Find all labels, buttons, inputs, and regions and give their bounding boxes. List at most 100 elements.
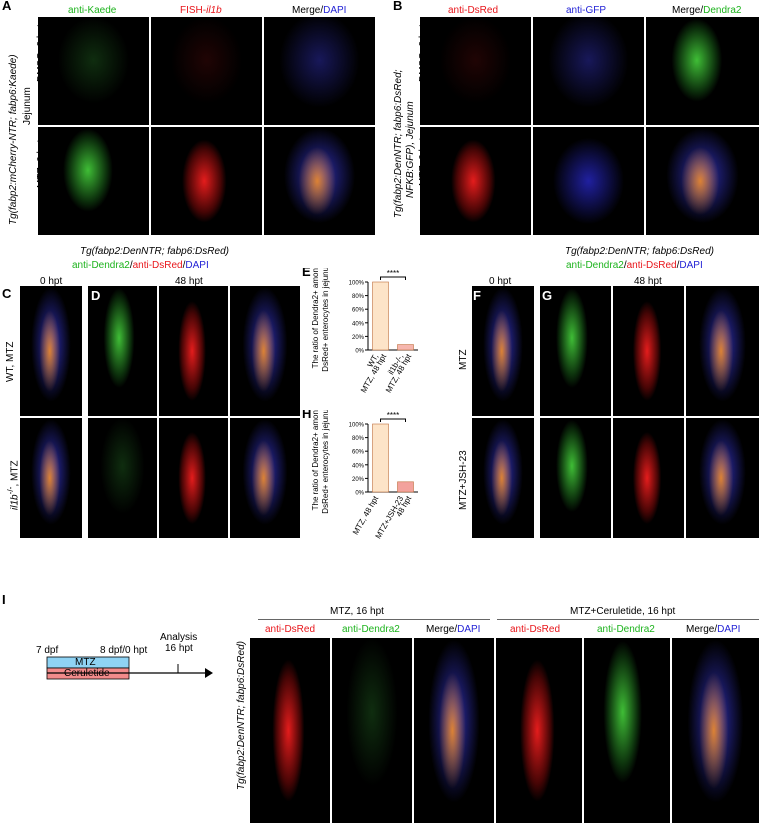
micrograph [584,638,670,823]
text: DAPI [457,624,481,635]
text: anti-DsRed [132,260,183,271]
micrograph [613,418,684,538]
significance-bracket [380,418,406,422]
text: il1b [206,5,222,16]
text: Merge/ [292,5,324,16]
text: / [623,260,627,271]
micrograph [496,638,582,823]
y-tick-label: 80% [352,294,365,300]
stain-label: anti-Dendra2/anti-DsRed/DAPI [566,260,703,271]
panel-label: E [302,268,311,279]
micrograph [686,418,759,538]
row-label: WT, MTZ [5,341,16,382]
micrograph [613,286,684,416]
column-header: anti-GFP [566,5,607,16]
micrograph [230,418,300,538]
y-tick-label: 20% [352,335,365,341]
panel-label: C [2,286,12,301]
text: il1b [9,494,21,510]
micrograph [646,127,759,235]
text: DAPI [323,5,347,16]
bar [397,344,414,351]
time-label: 8 dpf/0 hpt [100,645,148,656]
column-header: anti-DsRed [265,624,316,635]
panel-label: I [2,592,6,607]
micrograph [159,418,228,538]
micrograph [332,638,412,823]
tissue-label: Jejunum [22,87,33,125]
y-axis-label: The ratio of Dendra2+ among [311,410,320,510]
micrograph [533,127,644,235]
column-header: anti-DsRed [448,5,499,16]
text: anti-DsRed [626,260,677,271]
text: anti-Dendra2 [566,260,624,271]
micrograph [420,127,531,235]
significance-label: **** [387,269,399,278]
y-tick-label: 0% [355,491,364,497]
y-axis-label: DsRed+ enterocytes in jejunum [321,410,330,514]
chart: E The ratio of Dendra2+ among DsRed+ enter… [302,268,418,394]
line-label: Tg(fabp2:DenNTR; fabp6:DsRed; [393,69,404,218]
line-label: Tg(fabp2:DenNTR; fabp6:DsRed) [236,641,247,790]
text: Dendra2 [703,5,742,16]
text: Merge/ [686,624,718,635]
text: DAPI [679,260,703,271]
time-label: 0 hpt [40,276,63,287]
chart: H The ratio of Dendra2+ among DsRed+ enter… [302,410,418,540]
row-label: MTZ, 0 hpt [36,139,47,188]
column-header: Merge/DAPI [292,5,346,16]
bar [372,423,389,493]
micrograph [420,17,531,125]
time-label: Analysis [160,632,198,643]
column-header: anti-Kaede [68,5,117,16]
y-tick-label: 40% [352,321,365,327]
text: anti-Dendra2 [72,260,130,271]
row-label: il1b-/-, MTZ [5,460,20,510]
micrograph [230,286,300,416]
y-tick-label: 0% [355,349,364,355]
micrograph [540,418,611,538]
column-header: FISH-il1b [180,5,222,16]
panel-label: F [473,288,481,303]
drug-label: Ceruletide [64,668,110,679]
text: / [182,260,186,271]
column-header: Merge/DAPI [426,624,480,635]
micrograph [472,418,534,538]
text: , MTZ [9,460,21,487]
micrograph [533,17,644,125]
column-header: anti-DsRed [510,624,561,635]
micrograph [672,638,759,823]
micrograph [646,17,759,125]
time-label: 7 dpf [36,645,59,656]
micrograph [38,127,149,235]
group-header: MTZ, 16 hpt [330,606,384,617]
y-tick-label: 20% [352,477,365,483]
column-header: Merge/DAPI [686,624,740,635]
text: FISH- [180,5,207,16]
bar [397,481,414,493]
line-label: NFKB:GFP), Jejunum [405,101,416,198]
column-header: anti-Dendra2 [597,624,655,635]
panel-label: D [91,288,101,303]
micrograph [20,286,82,416]
micrograph [38,17,149,125]
column-header: Merge/Dendra2 [672,5,741,16]
divider [497,619,759,620]
micrograph [264,17,375,125]
row-label: DMSO, 0 hpt [418,24,429,82]
y-tick-label: 60% [352,308,365,314]
text: Merge/ [426,624,458,635]
row-label: MTZ, 0 hpt [418,137,429,186]
time-label: 48 hpt [634,276,662,287]
micrograph [414,638,494,823]
micrograph [88,286,157,416]
y-tick-label: 80% [352,436,365,442]
time-label: 16 hpt [165,643,193,654]
significance-label: **** [387,411,399,420]
micrograph [686,286,759,416]
micrograph [159,286,228,416]
significance-bracket [380,276,406,280]
y-tick-label: 60% [352,450,365,456]
column-header: anti-Dendra2 [342,624,400,635]
row-label: DMSO, 0 hpt [36,24,47,82]
